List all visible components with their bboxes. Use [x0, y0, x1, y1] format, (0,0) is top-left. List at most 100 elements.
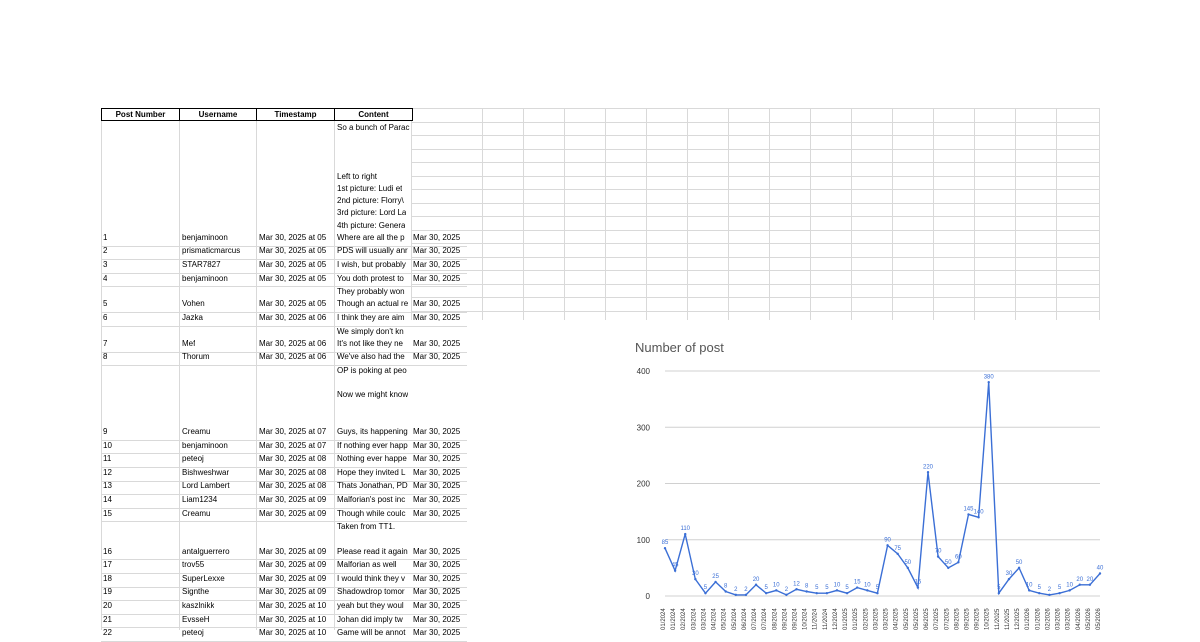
date-cell[interactable]: Mar 30, 2025: [413, 338, 461, 348]
content-cell[interactable]: Though an actual re: [337, 299, 409, 309]
content-cell-line[interactable]: Now we might know: [337, 390, 409, 400]
content-cell[interactable]: Nothing ever happe: [337, 454, 407, 464]
content-cell[interactable]: We've also had the: [337, 352, 405, 362]
timestamp-cell[interactable]: Mar 30, 2025 at 07: [259, 440, 327, 450]
content-cell[interactable]: You doth protest to: [337, 273, 404, 283]
date-cell[interactable]: Mar 30, 2025: [413, 440, 461, 450]
content-cell[interactable]: yeah but they woul: [337, 601, 404, 610]
post-number-cell[interactable]: 15: [103, 508, 112, 518]
post-number-cell[interactable]: 9: [103, 427, 108, 436]
date-cell[interactable]: Mar 30, 2025: [413, 601, 461, 610]
username-cell[interactable]: Creamu: [182, 508, 211, 518]
post-number-cell[interactable]: 12: [103, 467, 112, 477]
post-number-cell[interactable]: 3: [103, 260, 108, 269]
post-number-cell[interactable]: 14: [103, 495, 112, 504]
column-header[interactable]: Username: [179, 108, 257, 121]
timestamp-cell[interactable]: Mar 30, 2025 at 10: [259, 614, 327, 624]
username-cell[interactable]: STAR7827: [182, 260, 221, 269]
content-cell-line[interactable]: Left to right: [337, 171, 378, 181]
date-cell[interactable]: Mar 30, 2025: [413, 454, 461, 464]
timestamp-cell[interactable]: Mar 30, 2025 at 05: [259, 246, 327, 256]
content-cell-line[interactable]: 2nd picture: Florry\: [337, 196, 404, 206]
username-cell[interactable]: benjaminoon: [182, 232, 228, 242]
column-header[interactable]: Content: [334, 108, 413, 121]
date-cell[interactable]: Mar 30, 2025: [413, 260, 461, 269]
post-number-cell[interactable]: 20: [103, 601, 112, 610]
post-number-cell[interactable]: 1: [103, 232, 108, 242]
date-cell[interactable]: Mar 30, 2025: [413, 614, 461, 624]
post-number-cell[interactable]: 8: [103, 352, 108, 362]
post-number-cell[interactable]: 16: [103, 546, 112, 556]
username-cell[interactable]: Lord Lambert: [182, 481, 230, 491]
post-number-cell[interactable]: 17: [103, 560, 112, 570]
post-number-cell[interactable]: 11: [103, 454, 112, 464]
content-cell-line[interactable]: Taken from TT1.: [337, 522, 396, 532]
timestamp-cell[interactable]: Mar 30, 2025 at 08: [259, 467, 327, 477]
date-cell[interactable]: Mar 30, 2025: [413, 232, 461, 242]
content-cell-line[interactable]: 1st picture: Ludi et: [337, 184, 403, 193]
post-number-cell[interactable]: 4: [103, 273, 108, 283]
content-cell-line[interactable]: 3rd picture: Lord La: [337, 208, 407, 218]
content-cell[interactable]: Malforian as well: [337, 560, 397, 570]
date-cell[interactable]: Mar 30, 2025: [413, 427, 461, 436]
date-cell[interactable]: Mar 30, 2025: [413, 573, 461, 583]
post-number-cell[interactable]: 21: [103, 614, 112, 624]
content-cell[interactable]: Though while coulc: [337, 508, 406, 518]
post-number-cell[interactable]: 5: [103, 299, 108, 309]
line-chart[interactable]: Number of post 0 100 200 300 400 85 45 110 30 5 25…: [620, 326, 1200, 630]
post-number-cell[interactable]: 18: [103, 573, 112, 583]
username-cell[interactable]: prismaticmarcus: [182, 246, 241, 256]
date-cell[interactable]: Mar 30, 2025: [413, 481, 461, 491]
date-cell[interactable]: Mar 30, 2025: [413, 467, 461, 477]
username-cell[interactable]: peteoj: [182, 454, 204, 464]
timestamp-cell[interactable]: Mar 30, 2025 at 10: [259, 601, 327, 610]
date-cell[interactable]: Mar 30, 2025: [413, 352, 461, 362]
date-cell[interactable]: Mar 30, 2025: [413, 587, 461, 597]
content-cell[interactable]: Guys, its happening: [337, 427, 408, 436]
username-cell[interactable]: Mef: [182, 338, 196, 348]
content-cell[interactable]: I think they are aim: [337, 313, 405, 322]
timestamp-cell[interactable]: Mar 30, 2025 at 05: [259, 273, 327, 283]
timestamp-cell[interactable]: Mar 30, 2025 at 09: [259, 508, 327, 518]
timestamp-cell[interactable]: Mar 30, 2025 at 05: [259, 232, 327, 242]
timestamp-cell[interactable]: Mar 30, 2025 at 09: [259, 573, 327, 583]
date-cell[interactable]: Mar 30, 2025: [413, 508, 461, 518]
timestamp-cell[interactable]: Mar 30, 2025 at 09: [259, 560, 327, 570]
timestamp-cell[interactable]: Mar 30, 2025 at 06: [259, 352, 327, 362]
post-number-cell[interactable]: 7: [103, 338, 108, 348]
date-cell[interactable]: Mar 30, 2025: [413, 546, 461, 556]
username-cell[interactable]: EvsseH: [182, 614, 210, 624]
content-cell[interactable]: Thats Jonathan, PD: [337, 481, 408, 491]
content-cell[interactable]: It's not like they ne: [337, 338, 404, 348]
content-cell-line[interactable]: So a bunch of Parac: [337, 123, 410, 132]
date-cell[interactable]: Mar 30, 2025: [413, 560, 461, 570]
content-cell[interactable]: Malforian's post inc: [337, 495, 406, 504]
timestamp-cell[interactable]: Mar 30, 2025 at 08: [259, 454, 327, 464]
date-cell[interactable]: Mar 30, 2025: [413, 273, 461, 283]
timestamp-cell[interactable]: Mar 30, 2025 at 08: [259, 481, 327, 491]
timestamp-cell[interactable]: Mar 30, 2025 at 07: [259, 427, 327, 436]
timestamp-cell[interactable]: Mar 30, 2025 at 09: [259, 495, 327, 504]
content-cell[interactable]: I wish, but probably: [337, 260, 406, 269]
content-cell[interactable]: Johan did imply tw: [337, 614, 403, 624]
username-cell[interactable]: benjaminoon: [182, 273, 228, 283]
timestamp-cell[interactable]: Mar 30, 2025 at 05: [259, 299, 327, 309]
username-cell[interactable]: Jazka: [182, 313, 203, 322]
timestamp-cell[interactable]: Mar 30, 2025 at 06: [259, 313, 327, 322]
post-number-cell[interactable]: 2: [103, 246, 108, 256]
content-cell-line[interactable]: They probably won: [337, 287, 405, 297]
username-cell[interactable]: SuperLexxe: [182, 573, 225, 583]
content-cell-line[interactable]: We simply don't kn: [337, 326, 404, 336]
username-cell[interactable]: Bishweshwar: [182, 467, 230, 477]
date-cell[interactable]: Mar 30, 2025: [413, 495, 461, 504]
content-cell[interactable]: Please read it again: [337, 546, 408, 556]
timestamp-cell[interactable]: Mar 30, 2025 at 05: [259, 260, 327, 269]
content-cell[interactable]: I would think they v: [337, 573, 406, 583]
date-cell[interactable]: Mar 30, 2025: [413, 313, 461, 322]
content-cell[interactable]: Where are all the p: [337, 232, 405, 242]
username-cell[interactable]: Signthe: [182, 587, 210, 597]
post-number-cell[interactable]: 6: [103, 313, 108, 322]
date-cell[interactable]: Mar 30, 2025: [413, 299, 461, 309]
date-cell[interactable]: Mar 30, 2025: [413, 246, 461, 256]
username-cell[interactable]: Vohen: [182, 299, 205, 309]
